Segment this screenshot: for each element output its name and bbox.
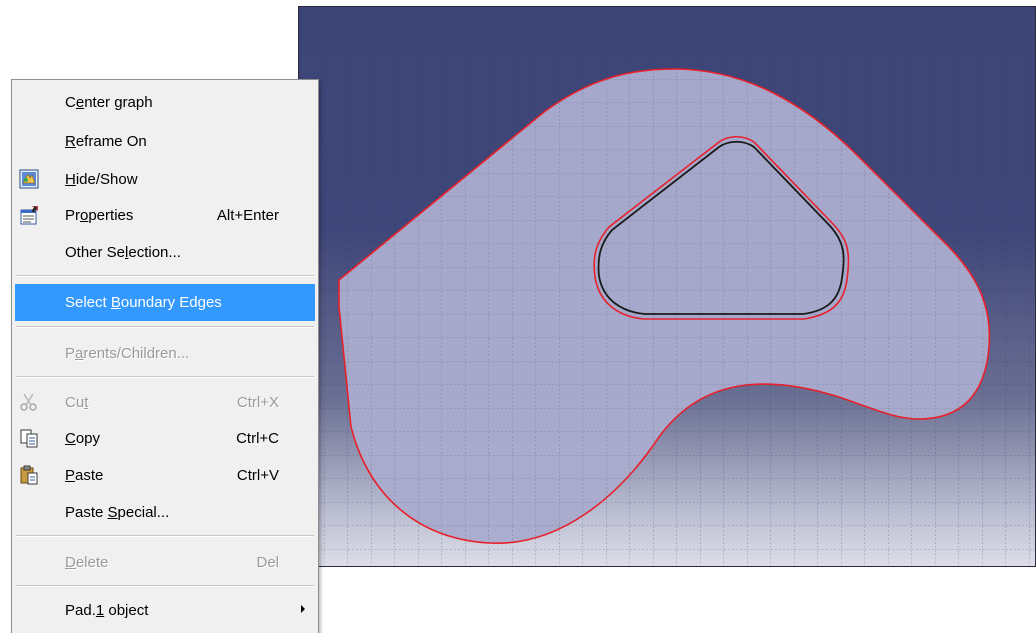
menu-item-label: Cut <box>65 393 89 411</box>
hide-show-icon <box>19 169 39 189</box>
menu-item-label: Center graph <box>65 93 153 111</box>
menu-item-reframe-on[interactable]: Reframe On <box>15 124 315 158</box>
menu-item-shortcut: Ctrl+C <box>236 429 279 447</box>
hole-boundary-black[interactable] <box>597 140 845 315</box>
submenu-arrow-icon <box>301 605 305 613</box>
viewport-canvas[interactable] <box>299 7 1036 567</box>
menu-item-label: Reframe On <box>65 132 147 150</box>
menu-item-delete[interactable]: Delete Del <box>15 545 315 579</box>
menu-item-paste[interactable]: Paste Ctrl+V <box>15 458 315 492</box>
context-menu: Center graph Reframe On Hide/Show Proper… <box>11 79 319 633</box>
menu-item-other-selection[interactable]: Other Selection... <box>15 235 315 269</box>
menu-item-label: Parents/Children... <box>65 344 190 362</box>
shape-grid-overlay <box>339 69 990 544</box>
menu-item-properties[interactable]: Properties Alt+Enter <box>15 198 315 232</box>
menu-item-label: Properties <box>65 206 134 224</box>
menu-separator <box>16 275 314 277</box>
menu-item-select-boundary-edges[interactable]: Select Boundary Edges <box>15 284 315 321</box>
menu-item-label: Paste Special... <box>65 503 170 521</box>
menu-item-pad-object[interactable]: Pad.1 object <box>15 593 315 627</box>
3d-viewport[interactable] <box>298 6 1036 567</box>
paste-icon <box>20 465 38 485</box>
menu-item-label: Copy <box>65 429 101 447</box>
menu-item-copy[interactable]: Copy Ctrl+C <box>15 421 315 455</box>
menu-item-paste-special[interactable]: Paste Special... <box>15 495 315 529</box>
menu-item-shortcut: Alt+Enter <box>216 206 279 224</box>
menu-item-label: Select Boundary Edges <box>65 294 222 311</box>
menu-item-center-graph[interactable]: Center graph <box>15 85 315 119</box>
scissors-icon <box>20 393 37 411</box>
menu-item-hide-show[interactable]: Hide/Show <box>15 162 315 196</box>
copy-icon <box>20 429 38 448</box>
menu-separator <box>16 535 314 537</box>
menu-item-label: Other Selection... <box>65 243 181 261</box>
menu-item-shortcut: Ctrl+V <box>236 466 279 484</box>
menu-item-label: Delete <box>65 553 109 571</box>
menu-item-label: Paste <box>65 466 104 484</box>
menu-item-label: Pad.1 object <box>65 601 149 619</box>
menu-item-shortcut: Del <box>256 553 279 571</box>
menu-item-cut[interactable]: Cut Ctrl+X <box>15 385 315 419</box>
menu-separator <box>16 326 314 328</box>
menu-item-parents-children[interactable]: Parents/Children... <box>15 336 315 370</box>
menu-separator <box>16 585 314 587</box>
hole-boundary-red[interactable] <box>593 135 850 320</box>
menu-item-label: Hide/Show <box>65 170 138 188</box>
menu-item-shortcut: Ctrl+X <box>236 393 279 411</box>
properties-icon <box>20 205 38 225</box>
menu-separator <box>16 376 314 378</box>
